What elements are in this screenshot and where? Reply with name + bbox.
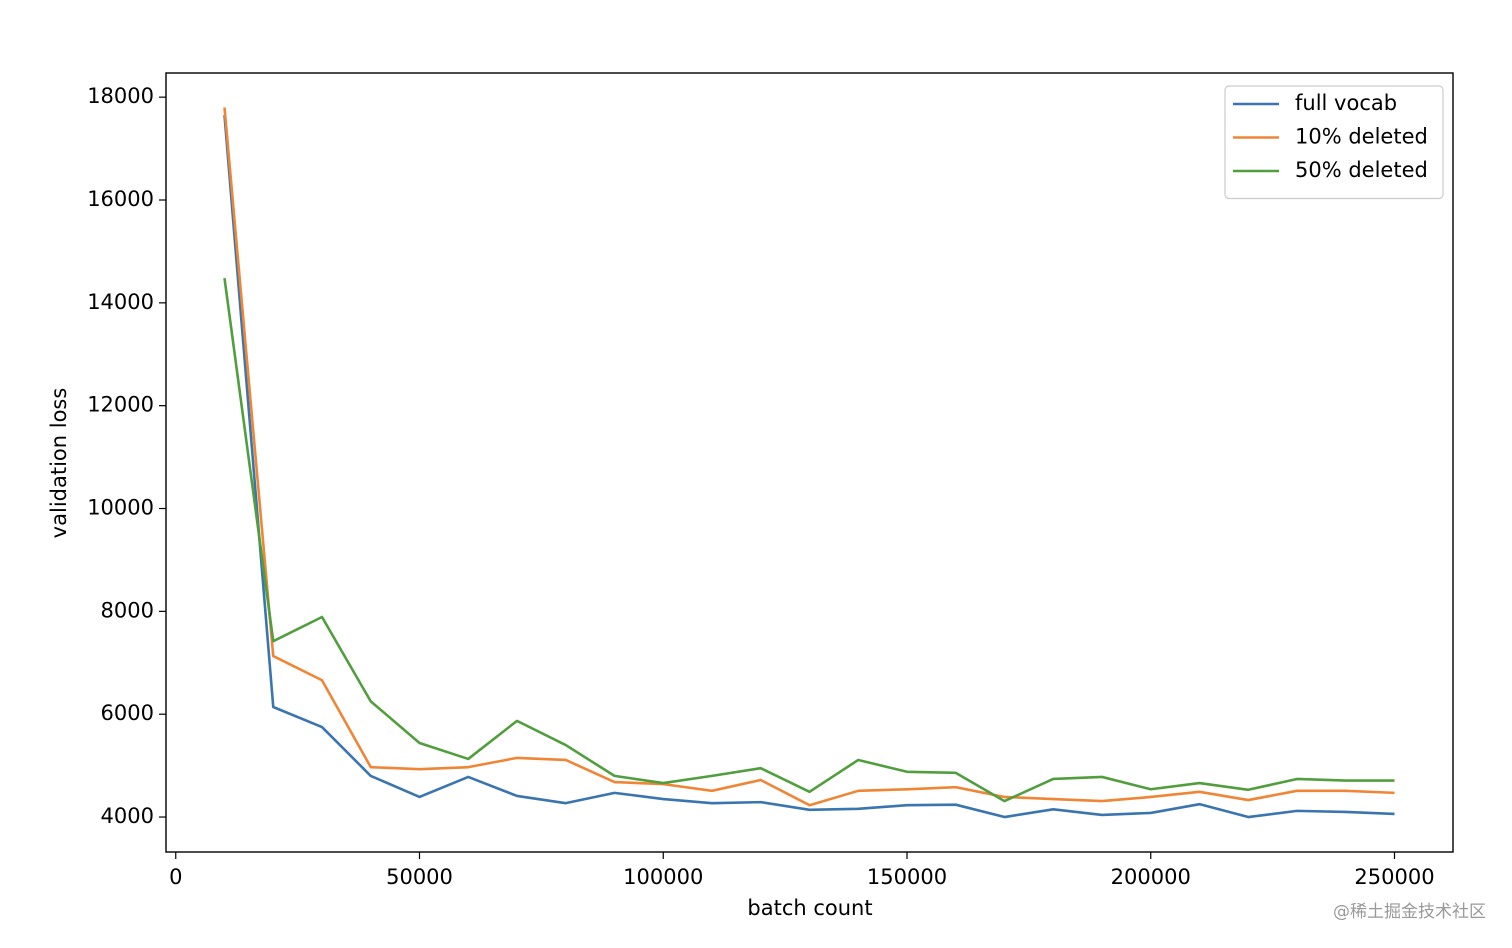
series-line bbox=[223, 107, 1395, 807]
x-tick-label: 200000 bbox=[1111, 865, 1191, 889]
series-line bbox=[223, 277, 1395, 803]
y-tick-label: 18000 bbox=[87, 84, 154, 108]
series-line bbox=[223, 115, 1395, 819]
x-tick-label: 100000 bbox=[623, 865, 703, 889]
x-tick-label: 0 bbox=[169, 865, 182, 889]
watermark: @稀土掘金技术社区 bbox=[1333, 902, 1486, 922]
legend-box bbox=[1224, 85, 1444, 200]
x-tick-label: 150000 bbox=[867, 865, 947, 889]
y-tick-label: 4000 bbox=[101, 804, 154, 828]
legend-label: full vocab bbox=[1295, 91, 1397, 115]
x-tick-label: 50000 bbox=[386, 865, 453, 889]
x-tick-label: 250000 bbox=[1354, 865, 1434, 889]
y-axis-label: validation loss bbox=[47, 388, 71, 539]
y-tick-label: 12000 bbox=[87, 393, 154, 417]
y-tick-label: 8000 bbox=[101, 598, 154, 622]
plot-frame bbox=[165, 72, 1454, 853]
legend-label: 50% deleted bbox=[1295, 158, 1428, 182]
legend-label: 10% deleted bbox=[1295, 125, 1428, 149]
y-tick-label: 16000 bbox=[87, 187, 154, 211]
y-tick-label: 10000 bbox=[87, 496, 154, 520]
y-tick-label: 6000 bbox=[101, 701, 154, 725]
y-tick-label: 14000 bbox=[87, 290, 154, 314]
x-axis-label: batch count bbox=[747, 896, 872, 920]
